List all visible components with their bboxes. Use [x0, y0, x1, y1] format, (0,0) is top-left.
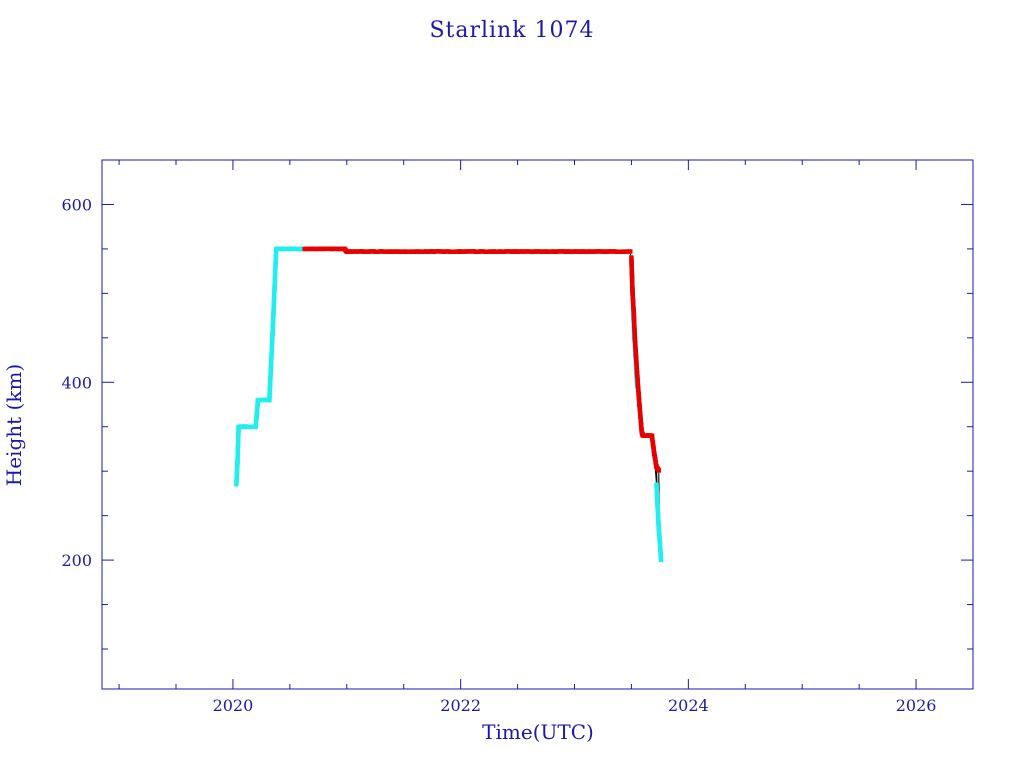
y-axis-label: Height (km) [2, 364, 26, 486]
trace-line [236, 249, 661, 560]
x-axis-tick-labels: 2020 2022 2024 2026 [213, 696, 937, 715]
cyan-series [234, 246, 663, 562]
cyan-segment [234, 246, 306, 486]
data-point [659, 558, 663, 562]
y-tick-label: 400 [61, 373, 92, 392]
y-tick-label: 600 [61, 195, 92, 214]
x-tick-label: 2022 [440, 696, 481, 715]
data-point [628, 249, 632, 253]
cyan-segment [654, 482, 663, 562]
y-axis-ticks [102, 160, 973, 649]
x-tick-label: 2024 [668, 696, 709, 715]
height-trace [236, 249, 661, 560]
plot-frame [102, 160, 973, 689]
y-tick-label: 200 [61, 551, 92, 570]
red-segment [302, 246, 632, 254]
x-tick-label: 2026 [896, 696, 937, 715]
red-series [302, 246, 661, 472]
y-axis-tick-labels: 200 400 600 [61, 195, 92, 570]
chart-title: Starlink 1074 [429, 18, 594, 43]
x-axis-label: Time(UTC) [482, 720, 594, 744]
x-tick-label: 2020 [213, 696, 254, 715]
data-point [657, 468, 661, 472]
